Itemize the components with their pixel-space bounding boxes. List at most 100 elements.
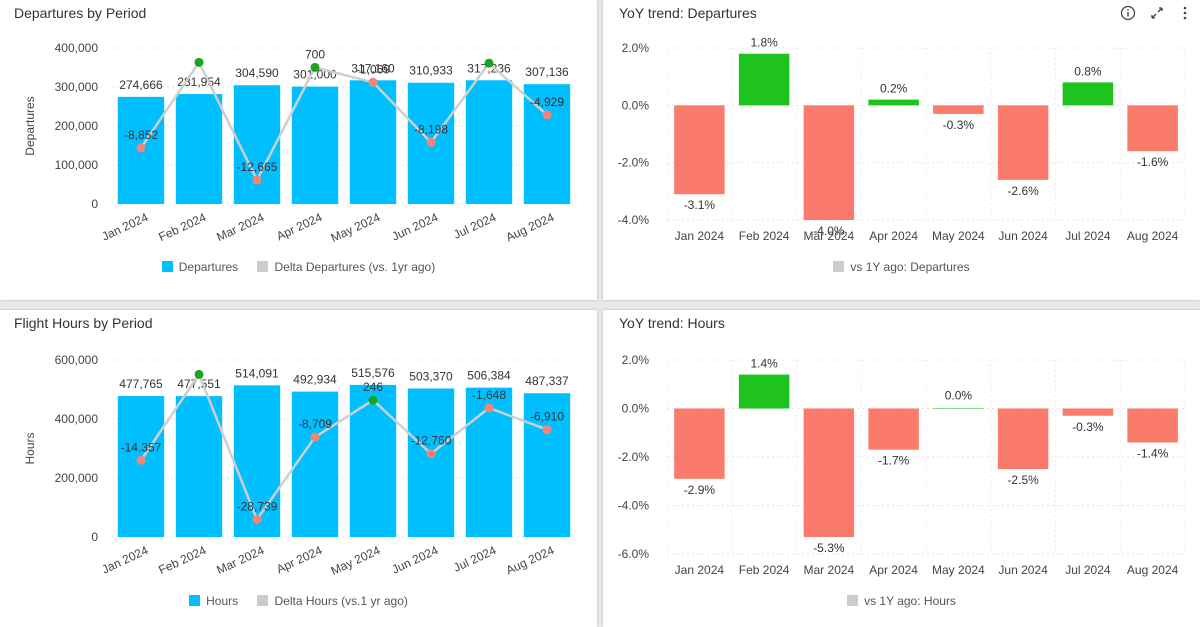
bar-data-label: -1.7% [878,454,910,468]
legend-item-vs-1y-hours[interactable]: vs 1Y ago: Hours [847,594,956,608]
x-tick-label: Feb 2024 [156,210,208,244]
delta-line [139,59,548,183]
bar-data-label: 477,551 [177,377,221,391]
bar [674,408,725,479]
more-vertical-icon[interactable] [1176,4,1194,22]
expand-icon[interactable] [1148,4,1166,22]
yoy-trend-departures-panel: YoY trend: Departures -4.0% -2.0% 0.0% 2.0%… [603,0,1200,300]
panel-title: YoY trend: Hours [619,315,725,331]
delta-point [310,62,320,72]
y-tick-label: -6.0% [618,547,650,561]
legend-item-vs-1y-departures[interactable]: vs 1Y ago: Departures [833,260,970,274]
x-tick-label: Aug 2024 [504,210,557,245]
legend-swatch [257,261,269,272]
x-tick-label: Jul 2024 [451,543,498,575]
bar [803,105,855,220]
chart-legend: Departures Delta Departures (vs. 1yr ago… [0,260,597,274]
y-tick-label: 2.0% [622,353,650,367]
x-tick-label: Jan 2024 [675,563,725,577]
bar [997,408,1049,470]
delta-line [139,371,548,523]
x-tick-label: Aug 2024 [504,543,557,578]
bar [803,408,855,538]
legend-label: Delta Departures (vs. 1yr ago) [274,260,436,274]
x-tick-label: Feb 2024 [156,543,208,577]
bar-data-label: 506,384 [467,369,511,383]
bar-data-label: 0.0% [945,389,973,403]
y-tick-label: 0 [91,530,98,544]
panel-title: YoY trend: Departures [619,5,757,21]
delta-data-label: -1,648 [472,388,506,402]
flight-hours-by-period-panel: Flight Hours by Period 0 200,000 400,000 60… [0,310,597,627]
x-tick-label: Jan 2024 [100,543,151,577]
bar-data-label: 0.8% [1074,64,1102,78]
bar [175,94,223,204]
legend-item-departures[interactable]: Departures [161,260,238,274]
x-tick-label: May 2024 [932,229,985,243]
legend-swatch [257,595,269,606]
bar-data-label: -2.6% [1007,184,1039,198]
info-icon[interactable] [1119,4,1137,22]
bar-data-label: 503,370 [409,370,453,384]
bar-data-label: -0.3% [943,118,975,132]
panel-title: Flight Hours by Period [14,315,153,331]
legend-label: Hours [206,594,239,608]
y-axis-label: Hours [23,432,37,464]
yoy-hours-chart: -6.0% -4.0% -2.0% 0.0% 2.0% -2.9% Jan 2024 1.4%… [618,353,1186,577]
bar-data-label: 492,934 [293,373,337,387]
legend-swatch [161,261,173,272]
y-tick-label: 200,000 [55,471,99,485]
bar-data-label: -1.4% [1137,446,1169,460]
bar [1062,82,1114,106]
x-tick-label: Jun 2024 [998,563,1048,577]
chart-legend: vs 1Y ago: Departures [603,260,1200,274]
x-tick-label: Aug 2024 [1127,563,1179,577]
x-tick-label: Apr 2024 [274,210,324,243]
y-tick-label: 2.0% [622,41,650,55]
delta-point [368,77,378,87]
bar-data-label: 514,091 [235,366,279,380]
legend-item-delta-hours[interactable]: Delta Hours (vs.1 yr ago) [257,594,408,608]
bar-data-label: 274,666 [119,78,163,92]
x-tick-label: Aug 2024 [1127,229,1179,243]
delta-point [426,449,436,459]
bar [674,105,725,195]
x-tick-label: Jun 2024 [390,210,441,244]
bar [738,53,790,106]
delta-point [368,395,378,405]
bar [933,408,984,409]
y-tick-label: -2.0% [618,450,650,464]
x-tick-label: May 2024 [932,563,985,577]
hours-combo-chart: 0 200,000 400,000 600,000 Hours 477,765 Jan 20… [23,353,576,578]
legend-item-delta-departures[interactable]: Delta Departures (vs. 1yr ago) [257,260,435,274]
bar-data-label: 515,576 [351,366,395,380]
bar-data-label: -4.0% [813,224,845,238]
y-tick-label: 400,000 [55,412,99,426]
delta-data-label: -28,739 [237,499,278,513]
bar [233,385,281,537]
x-tick-label: Feb 2024 [739,229,790,243]
y-tick-label: 0.0% [622,402,650,416]
x-tick-label: Jul 2024 [1065,229,1111,243]
yoy-departures-chart: -4.0% -2.0% 0.0% 2.0% -3.1% Jan 2024 1.8% Feb 2… [618,36,1186,243]
bar-data-label: -1.6% [1137,155,1169,169]
bar [997,105,1049,180]
x-tick-label: Apr 2024 [869,563,918,577]
y-tick-label: 0 [91,197,98,211]
delta-data-label: -1,069 [356,62,390,76]
bar-data-label: 477,765 [119,377,163,391]
legend-item-hours[interactable]: Hours [189,594,238,608]
x-tick-label: Jul 2024 [451,210,498,242]
bar [349,80,397,204]
delta-point [136,143,146,153]
bar [349,384,397,537]
y-tick-label: 200,000 [55,119,99,133]
delta-point [310,432,320,442]
x-tick-label: Mar 2024 [214,210,266,244]
legend-label: Delta Hours (vs.1 yr ago) [274,594,408,608]
y-tick-label: 300,000 [55,80,99,94]
bar [291,86,339,204]
legend-swatch [189,595,201,606]
delta-data-label: -6,910 [530,410,564,424]
delta-point [252,514,262,524]
